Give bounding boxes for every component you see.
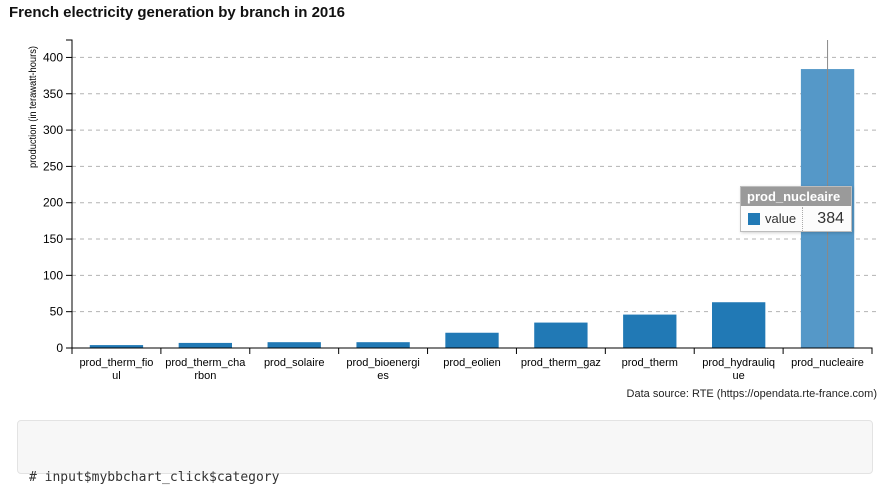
y-tick-label-0: 0	[56, 341, 63, 355]
y-tick-label-300: 300	[43, 123, 63, 137]
x-tick-label-prod_therm_gaz: prod_therm_gaz	[521, 357, 601, 369]
y-tick-label-150: 150	[43, 232, 63, 246]
y-tick-label-350: 350	[43, 87, 63, 101]
tooltip-series-label: value	[765, 211, 797, 226]
bar-prod_therm_fioul[interactable]	[89, 345, 144, 348]
data-source-caption: Data source: RTE (https://opendata.rte-f…	[626, 388, 877, 400]
y-tick-label-250: 250	[43, 159, 63, 173]
chart-svg: 0 50 100 150 200 250 300 350 400 prod_therm_fio ul…	[28, 39, 876, 382]
x-tick-label-prod_hydraulique: prod_hydrauliq ue	[702, 357, 775, 382]
bar-prod_therm_gaz[interactable]	[534, 322, 588, 348]
bar-prod_bioenergies[interactable]	[356, 342, 410, 348]
x-tick-label-prod_bioenergies: prod_bioenergi es	[346, 357, 419, 382]
y-tick-label-200: 200	[43, 196, 63, 210]
bar-chart: 0 50 100 150 200 250 300 350 400 prod_therm_fio ul…	[28, 39, 877, 400]
x-axis-line	[71, 347, 873, 354]
bar-prod_solaire[interactable]	[267, 342, 321, 348]
x-tick-label-prod_nucleaire: prod_nucleaire	[791, 357, 864, 369]
x-tick-label-prod_therm_fioul: prod_therm_fio ul	[79, 357, 153, 382]
bar-prod_hydraulique[interactable]	[712, 302, 766, 348]
tooltip-row: value 384	[741, 206, 851, 231]
bar-prod_eolien[interactable]	[445, 332, 499, 348]
console-output: # input$mybbchart_click$category [1] "pr…	[17, 420, 873, 485]
series-swatch-icon	[748, 212, 760, 225]
y-tick-label-100: 100	[43, 268, 63, 282]
x-tick-label-prod_therm: prod_therm	[622, 357, 678, 369]
bar-prod_therm_charbon[interactable]	[178, 342, 232, 348]
chart-tooltip: prod_nucleaire value 384	[740, 186, 852, 232]
y-tick-label-50: 50	[50, 305, 64, 319]
chart-title: French electricity generation by branch …	[9, 4, 345, 21]
x-tick-label-prod_eolien: prod_eolien	[443, 357, 501, 369]
tooltip-title: prod_nucleaire	[741, 187, 851, 206]
x-tick-label-prod_solaire: prod_solaire	[264, 357, 325, 369]
y-axis-line	[66, 39, 73, 349]
bar-prod_therm[interactable]	[623, 314, 677, 348]
x-tick-label-prod_therm_charbon: prod_therm_cha rbon	[165, 357, 246, 382]
console-line-comment: # input$mybbchart_click$category	[29, 470, 280, 485]
y-axis-label: production (in terawatt-hours)	[28, 46, 39, 168]
tooltip-value: 384	[802, 206, 851, 231]
y-tick-label-400: 400	[43, 50, 63, 64]
